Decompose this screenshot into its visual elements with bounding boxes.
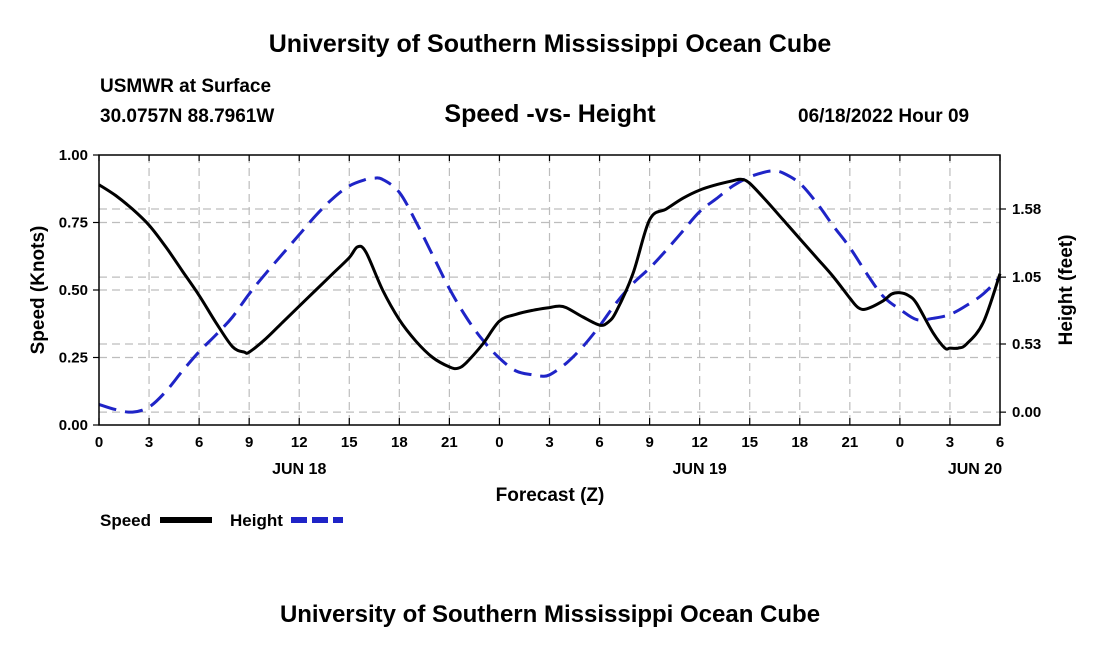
x-tick-label-18: 6 xyxy=(996,434,1004,451)
legend-speed-label: Speed xyxy=(100,511,151,530)
y-axis-label: Speed (Knots) xyxy=(28,226,49,355)
x-tick-label-2: 6 xyxy=(195,434,203,451)
y2-tick-label-3: 1.58 xyxy=(1012,201,1041,218)
page-title: University of Southern Mississippi Ocean… xyxy=(268,30,832,58)
station-label: USMWR at Surface xyxy=(100,76,272,97)
y-tick-labels: 0.00 0.25 0.50 0.75 1.00 xyxy=(59,147,88,434)
y2-tick-label-0: 0.00 xyxy=(1012,404,1041,421)
date-label-1: JUN 19 xyxy=(673,461,727,478)
x-tick-label-16: 0 xyxy=(896,434,904,451)
coordinates-label: 30.0757N 88.7961W xyxy=(100,106,275,127)
x-tick-labels: 0 3 6 9 12 15 18 21 0 3 6 9 12 15 18 21 0 3 6 xyxy=(95,434,1004,451)
y-tick-label-2: 0.50 xyxy=(59,282,88,299)
x-tick-label-7: 21 xyxy=(441,434,458,451)
date-label-2: JUN 20 xyxy=(948,461,1002,478)
date-label-0: JUN 18 xyxy=(272,461,326,478)
x-tick-label-17: 3 xyxy=(946,434,954,451)
x-tick-label-5: 15 xyxy=(341,434,358,451)
x-tick-label-14: 18 xyxy=(791,434,808,451)
x-tick-label-0: 0 xyxy=(95,434,103,451)
x-tick-label-11: 9 xyxy=(645,434,653,451)
x-tick-label-8: 0 xyxy=(495,434,503,451)
y2-tick-label-2: 1.05 xyxy=(1012,269,1041,286)
y-tick-label-1: 0.25 xyxy=(59,350,88,367)
x-tick-label-4: 12 xyxy=(291,434,308,451)
x-tick-label-1: 3 xyxy=(145,434,153,451)
x-tick-label-15: 21 xyxy=(841,434,858,451)
y-tick-label-4: 1.00 xyxy=(59,147,88,164)
y2-tick-labels: 0.00 0.53 1.05 1.58 xyxy=(1012,201,1041,421)
y-tick-label-0: 0.00 xyxy=(59,417,88,434)
x-tick-label-12: 12 xyxy=(691,434,708,451)
grid-lines xyxy=(99,155,1000,425)
x-tick-label-10: 6 xyxy=(595,434,603,451)
x-tick-label-13: 15 xyxy=(741,434,758,451)
plot-frame xyxy=(98,154,1001,426)
forecast-datetime: 06/18/2022 Hour 09 xyxy=(798,106,970,127)
x-tick-label-3: 9 xyxy=(245,434,253,451)
footer-title: University of Southern Mississippi Ocean… xyxy=(279,601,821,628)
y-tick-label-3: 0.75 xyxy=(59,215,88,232)
chart-subtitle: Speed -vs- Height xyxy=(444,100,656,128)
x-tick-label-9: 3 xyxy=(545,434,553,451)
speed-series-line xyxy=(98,177,1002,371)
x-axis-label: Forecast (Z) xyxy=(496,485,605,506)
legend-height-label: Height xyxy=(230,511,283,530)
y2-axis-label: Height (feet) xyxy=(1056,235,1077,346)
x-tick-label-6: 18 xyxy=(391,434,408,451)
date-labels: JUN 18 JUN 19 JUN 20 xyxy=(272,461,1002,478)
y2-tick-label-1: 0.53 xyxy=(1012,336,1041,353)
height-series-line xyxy=(98,169,1002,414)
